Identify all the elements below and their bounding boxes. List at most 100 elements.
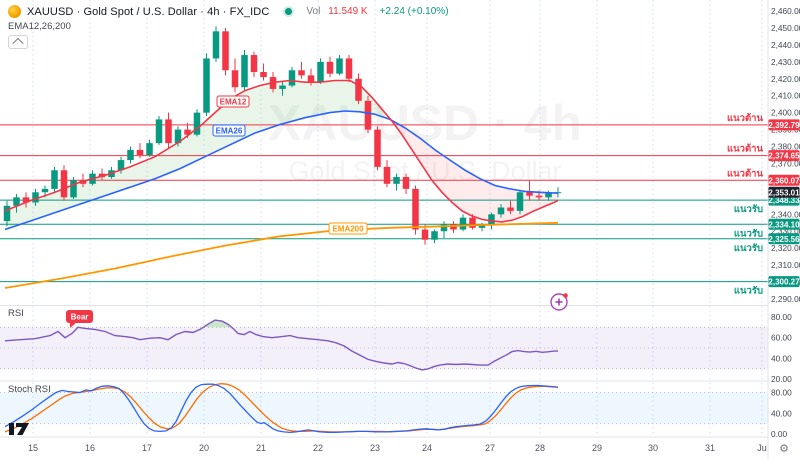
collapse-indicators-button[interactable] [8, 35, 28, 50]
candle [507, 200, 514, 215]
indicator-legend[interactable]: EMA12,26,200 [8, 21, 71, 32]
stoch-pane-label[interactable]: Stoch RSI [8, 384, 51, 395]
svg-text:2,392.79: 2,392.79 [768, 121, 800, 130]
price-change: +2.24 (+0.10%) [379, 6, 449, 17]
resistance-label: แนวต้าน [727, 167, 763, 179]
symbol-title[interactable]: XAUUSD · Gold Spot / U.S. Dollar · 4h · … [27, 5, 270, 18]
ema200-line [4, 221, 559, 289]
candle [127, 146, 134, 164]
rsi-pane-label[interactable]: RSI [8, 308, 24, 319]
ema-tag: EMA200 [328, 222, 368, 235]
candle [136, 143, 144, 159]
svg-text:2,334.10: 2,334.10 [768, 220, 800, 229]
candle [374, 126, 381, 171]
svg-text:2,348.33: 2,348.33 [768, 196, 800, 205]
rsi-plot: Bear [0, 310, 768, 371]
candle [241, 49, 248, 91]
rsi-tick: 40.00 [771, 353, 792, 363]
candle [345, 55, 353, 83]
add-alert-button[interactable] [550, 293, 568, 311]
time-tick: Ju [757, 443, 767, 453]
price-tick: 2,430.00 [771, 57, 800, 67]
price-tick: 2,440.00 [771, 40, 800, 50]
stoch-k-line [4, 383, 559, 434]
candle [279, 80, 286, 96]
time-tick: 16 [85, 443, 95, 453]
notification-dot [563, 293, 568, 298]
time-tick: 27 [485, 443, 495, 453]
pane-separators [0, 305, 800, 438]
candle [13, 193, 20, 213]
price-tick: 2,320.00 [771, 243, 800, 253]
candle [298, 61, 305, 79]
price-tick: 2,410.00 [771, 91, 800, 101]
candle [336, 55, 343, 76]
stoch-tick: 0.00 [771, 429, 788, 439]
candle [288, 66, 296, 88]
resistance-price-badge: 2,374.65 [768, 150, 800, 162]
time-tick: 20 [199, 443, 209, 453]
svg-text:2,360.07: 2,360.07 [768, 176, 800, 185]
time-tick: 23 [370, 443, 380, 453]
candle [516, 190, 524, 215]
time-tick: 30 [648, 443, 658, 453]
ema-tag: EMA12 [216, 95, 250, 108]
stoch-d-line [4, 383, 559, 433]
candle [364, 95, 372, 133]
candle [222, 27, 229, 76]
ema-tag-labels: EMA12 EMA26 EMA200 [212, 95, 368, 235]
candle [440, 221, 448, 239]
candle [459, 214, 467, 232]
last-price-badge: 2,353.01 [768, 186, 800, 198]
price-tick: 2,330.00 [771, 226, 800, 236]
tradingview-logo-icon[interactable] [9, 421, 33, 437]
candle [3, 200, 11, 227]
support-label: แนวรับ [734, 286, 763, 297]
candle [212, 26, 220, 62]
candle [393, 173, 400, 191]
support-label: แนวรับ [734, 204, 763, 215]
time-tick: 17 [142, 443, 152, 453]
bear-signal-dot [374, 133, 380, 139]
axis-settings-gear-icon: ⚙ [779, 443, 789, 455]
candle [117, 156, 125, 174]
axis-settings-corner[interactable]: ⚙ [779, 443, 789, 455]
svg-text:2,325.56: 2,325.56 [768, 235, 800, 244]
svg-text:2,353.01: 2,353.01 [768, 188, 800, 197]
svg-text:EMA200: EMA200 [332, 225, 364, 234]
support-label: แนวรับ [734, 243, 763, 254]
price-tick: 2,340.00 [771, 209, 800, 219]
resistance-price-badge: 2,360.07 [768, 174, 800, 186]
candle [165, 112, 172, 149]
ema-tag: EMA26 [212, 124, 246, 137]
candle [70, 177, 77, 200]
ema-lines [4, 79, 559, 289]
time-axis[interactable]: 15 16 17 20 21 22 23 24 27 28 29 30 31 Ju [28, 443, 767, 453]
indicator-bands [5, 80, 558, 230]
rsi-line [4, 319, 558, 371]
time-tick: 21 [256, 443, 266, 453]
stoch-tick: 40.00 [771, 408, 792, 418]
symbol-logo-icon [8, 5, 21, 18]
price-axis[interactable]: 2,460.00 2,450.00 2,440.00 2,430.00 2,420.00… [767, 0, 800, 459]
volume-label: Vol [306, 6, 321, 17]
stoch-tick: 80.00 [771, 388, 792, 398]
candle [155, 116, 163, 145]
resistance-label: แนวต้าน [727, 143, 763, 155]
time-tick: 31 [705, 443, 715, 453]
candle [355, 73, 362, 105]
rsi-tick: 60.00 [771, 333, 792, 343]
price-tick: 2,450.00 [771, 23, 800, 33]
resistance-label: แนวต้าน [727, 112, 763, 124]
chevron-up-icon [12, 37, 24, 50]
time-tick: 22 [313, 443, 323, 453]
support-price-badge: 2,300.27 [768, 276, 800, 288]
price-tick: 2,420.00 [771, 74, 800, 84]
time-tick: 24 [422, 443, 432, 453]
time-tick: 15 [28, 443, 38, 453]
support-label: แนวรับ [734, 228, 763, 239]
support-price-badge: 2,334.10 [768, 218, 800, 230]
candle [146, 139, 153, 157]
